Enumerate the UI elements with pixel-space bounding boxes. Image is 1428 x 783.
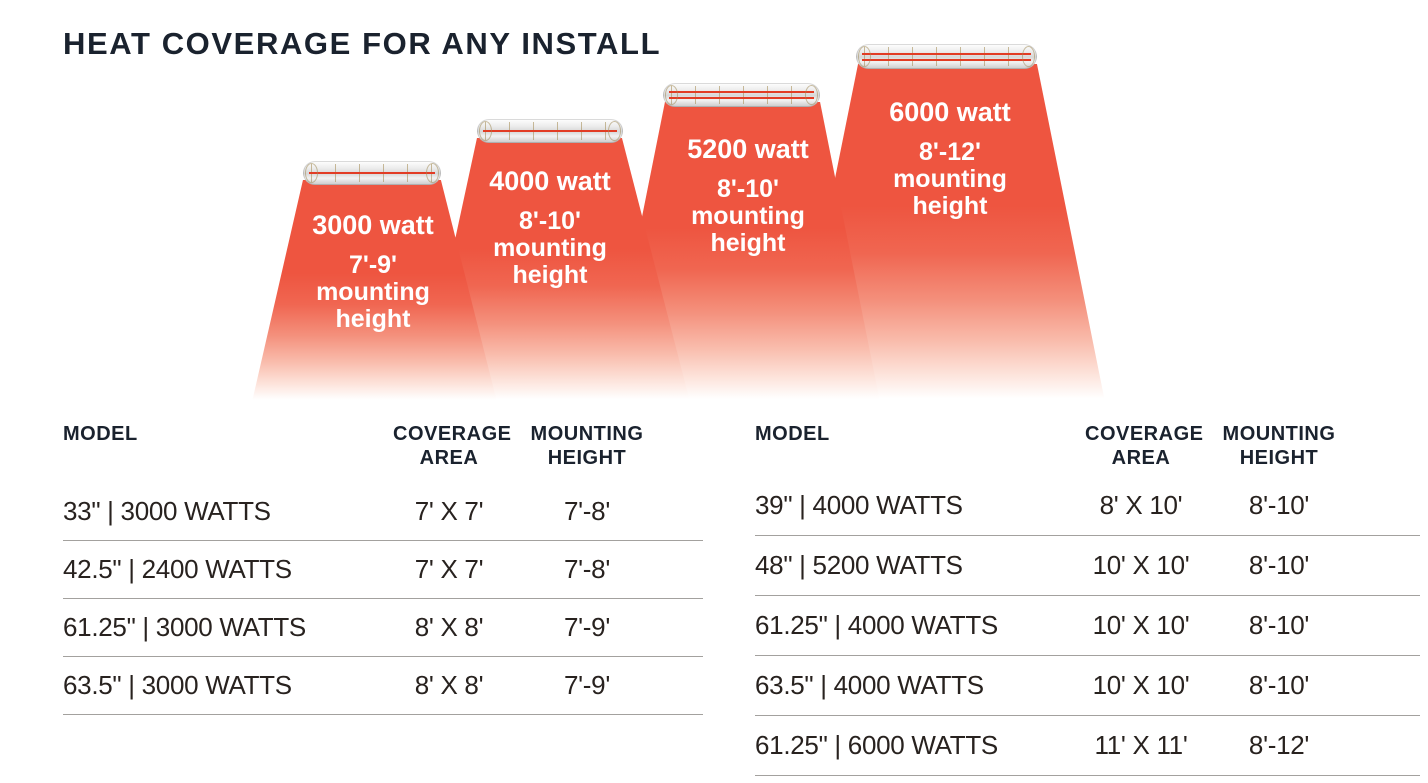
mounting-height-label: 8'-10' mounting height (691, 175, 805, 257)
table-header-row: MODEL COVERAGE AREA MOUNTING HEIGHT (63, 423, 703, 483)
cell-mounting-height: 8'-10' (1248, 670, 1310, 700)
cell-mounting-height: 7'-8' (563, 554, 610, 584)
cell-mounting-height: 7'-9' (563, 612, 610, 642)
table-row: 39" | 4000 WATTS 8' X 10' 8'-10' (755, 476, 1420, 536)
cell-model: 39" | 4000 WATTS (755, 490, 963, 520)
table-row: 61.25" | 6000 WATTS 11' X 11' 8'-12' (755, 716, 1420, 776)
cell-model: 48" | 5200 WATTS (755, 550, 963, 580)
beam-label-4000: 4000 watt 8'-10' mounting height (450, 166, 650, 289)
mounting-height-label: 8'-12' mounting height (893, 138, 1007, 220)
column-header-model: MODEL (63, 423, 138, 445)
heater-bar-icon (477, 119, 623, 143)
cell-mounting-height: 7'-9' (563, 670, 610, 700)
watt-label: 4000 watt (489, 166, 611, 196)
cell-model: 63.5" | 3000 WATTS (63, 670, 292, 700)
table-header-row: MODEL COVERAGE AREA MOUNTING HEIGHT (755, 423, 1420, 476)
heater-end-cap (426, 163, 439, 183)
page-title: HEAT COVERAGE FOR ANY INSTALL (63, 26, 662, 61)
heater-bar-icon (663, 83, 820, 107)
beam-label-3000: 3000 watt 7'-9' mounting height (273, 210, 473, 333)
spec-table-right: MODEL COVERAGE AREA MOUNTING HEIGHT 39" … (755, 423, 1420, 776)
column-header-model: MODEL (755, 423, 830, 445)
cell-model: 63.5" | 4000 WATTS (755, 670, 984, 700)
spec-table-left: MODEL COVERAGE AREA MOUNTING HEIGHT 33" … (63, 423, 703, 715)
heater-element-line (483, 130, 617, 132)
column-header-mounting-height: MOUNTING HEIGHT (530, 423, 644, 469)
cell-model: 61.25" | 3000 WATTS (63, 612, 306, 642)
cell-coverage-area: 8' X 8' (414, 612, 484, 642)
cell-coverage-area: 8' X 8' (414, 670, 484, 700)
beam-label-5200: 5200 watt 8'-10' mounting height (648, 134, 848, 257)
cell-coverage-area: 10' X 10' (1092, 550, 1190, 580)
watt-label: 6000 watt (889, 97, 1011, 127)
heater-element-line (309, 172, 435, 174)
heater-end-cap (608, 121, 621, 141)
table-row: 42.5" | 2400 WATTS 7' X 7' 7'-8' (63, 541, 703, 599)
column-header-coverage-area: COVERAGE AREA (393, 423, 512, 469)
cell-coverage-area: 10' X 10' (1092, 670, 1190, 700)
cell-model: 42.5" | 2400 WATTS (63, 554, 292, 584)
table-row: 33" | 3000 WATTS 7' X 7' 7'-8' (63, 483, 703, 541)
mounting-height-label: 8'-10' mounting height (493, 207, 607, 289)
heater-end-cap (479, 121, 492, 141)
heater-end-cap (858, 46, 871, 67)
heater-end-cap (665, 85, 678, 105)
table-row: 63.5" | 3000 WATTS 8' X 8' 7'-9' (63, 657, 703, 715)
cell-coverage-area: 11' X 11' (1094, 730, 1188, 760)
cell-model: 61.25" | 6000 WATTS (755, 730, 998, 760)
heater-element-line (669, 91, 814, 99)
heater-bar-icon (303, 161, 441, 185)
cell-mounting-height: 8'-10' (1248, 550, 1310, 580)
cell-coverage-area: 8' X 10' (1099, 490, 1183, 520)
cell-model: 61.25" | 4000 WATTS (755, 610, 998, 640)
heater-bar-icon (856, 44, 1037, 69)
heater-end-cap (1022, 46, 1035, 67)
beam-label-6000: 6000 watt 8'-12' mounting height (850, 97, 1050, 220)
cell-model: 33" | 3000 WATTS (63, 496, 271, 526)
mounting-height-label: 7'-9' mounting height (316, 251, 430, 333)
cell-mounting-height: 8'-12' (1248, 730, 1310, 760)
heater-end-cap (305, 163, 318, 183)
table-row: 61.25" | 3000 WATTS 8' X 8' 7'-9' (63, 599, 703, 657)
table-row: 48" | 5200 WATTS 10' X 10' 8'-10' (755, 536, 1420, 596)
cell-coverage-area: 10' X 10' (1092, 610, 1190, 640)
table-row: 61.25" | 4000 WATTS 10' X 10' 8'-10' (755, 596, 1420, 656)
table-row: 63.5" | 4000 WATTS 10' X 10' 8'-10' (755, 656, 1420, 716)
cell-mounting-height: 8'-10' (1248, 490, 1310, 520)
heater-end-cap (805, 85, 818, 105)
column-header-mounting-height: MOUNTING HEIGHT (1222, 423, 1336, 469)
heater-element-line (862, 52, 1031, 61)
cell-mounting-height: 8'-10' (1248, 610, 1310, 640)
column-header-coverage-area: COVERAGE AREA (1085, 423, 1204, 469)
watt-label: 5200 watt (687, 134, 809, 164)
cell-coverage-area: 7' X 7' (414, 496, 484, 526)
cell-coverage-area: 7' X 7' (414, 554, 484, 584)
watt-label: 3000 watt (312, 210, 434, 240)
cell-mounting-height: 7'-8' (563, 496, 610, 526)
